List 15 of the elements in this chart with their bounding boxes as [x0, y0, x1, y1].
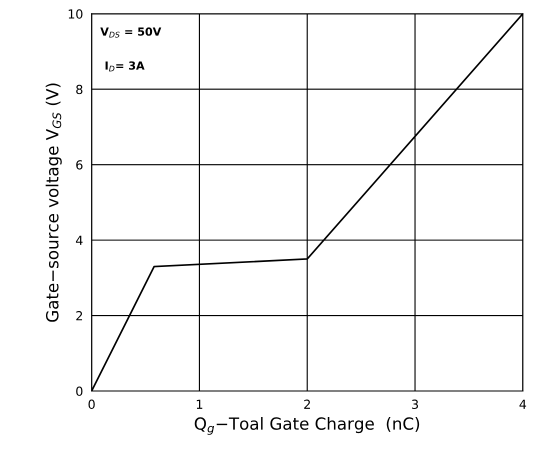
x-tick-label: 3: [412, 400, 418, 410]
x-tick-label: 1: [196, 400, 202, 409]
y-tick-label: 10: [68, 9, 82, 19]
y-tick-label: 0: [76, 386, 82, 396]
x-tick-label: 2: [304, 400, 310, 409]
y-axis-title: Gate−source voltage V$_{GS}$ (V): [46, 84, 62, 322]
x-tick-label: 4: [519, 400, 526, 409]
y-tick-label: 4: [76, 236, 83, 245]
x-tick-label: 0: [88, 400, 95, 410]
annotation: I$_{D}$= 3A: [106, 61, 145, 72]
x-axis-title: Q$_{g}$−Toal Gate Charge (nC): [194, 416, 420, 435]
y-tick-label: 8: [76, 84, 82, 94]
y-tick-label: 6: [76, 160, 83, 170]
y-tick-label: 2: [76, 311, 82, 320]
annotation: V$_{DS}$ = 50V: [100, 27, 162, 38]
